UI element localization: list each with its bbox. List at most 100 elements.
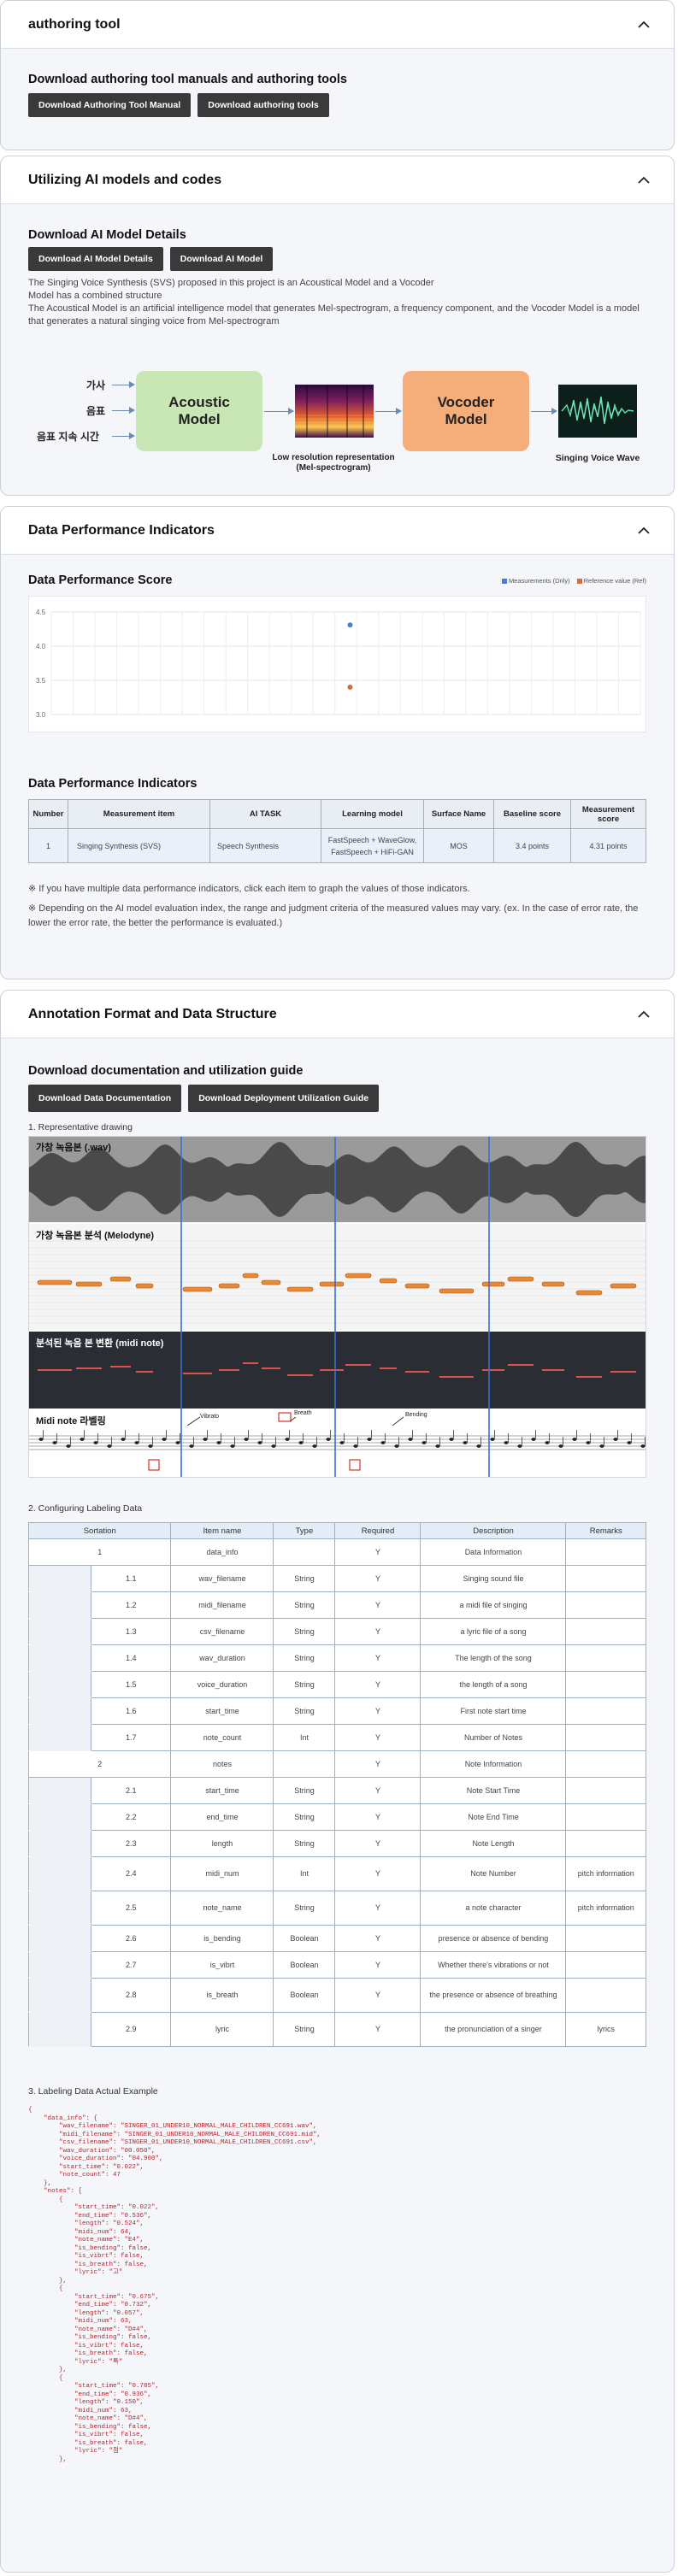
table-cell: Note Number: [420, 1856, 567, 1891]
legend-label: Reference value (Ref): [583, 577, 646, 585]
collapse-chevron-icon[interactable]: [634, 521, 653, 540]
code-line: "length": "0.057",: [28, 2309, 144, 2317]
table-row[interactable]: 1 Singing Synthesis (SVS) Speech Synthes…: [28, 828, 646, 863]
collapse-chevron-icon[interactable]: [634, 1005, 653, 1024]
table-cell: a lyric file of a song: [420, 1618, 567, 1645]
melodyne-note-blob: [75, 1281, 103, 1287]
download-authoring-manual-button[interactable]: Download Authoring Tool Manual: [28, 93, 192, 117]
melodyne-note-blob: [182, 1286, 213, 1292]
code-line: "data_info": {: [28, 2114, 98, 2122]
table-cell: Speech Synthesis: [209, 828, 321, 863]
midi-note-bar: [439, 1376, 474, 1378]
score-note-head: [271, 1444, 276, 1448]
melodyne-note-blob: [261, 1279, 281, 1285]
input-lyrics-label: 가사: [86, 379, 106, 391]
table-cell: [565, 1618, 646, 1645]
score-note-head: [257, 1441, 262, 1444]
midi-note-bar: [482, 1369, 504, 1371]
code-line: "is_vibrt": false,: [28, 2342, 144, 2350]
performance-score-chart: 4.5 4.0 3.5 3.0: [28, 596, 646, 732]
code-line: "note_name": "D#4",: [28, 2415, 148, 2422]
melodyne-note-blob: [481, 1281, 505, 1287]
table-row: 2.7 is_vibrt Boolean Y Whether there's vibra…: [28, 1951, 646, 1979]
table-cell: [565, 1978, 646, 2013]
code-line: "start_time": "0.022",: [28, 2204, 160, 2211]
arrow-line: [264, 411, 288, 412]
legend-swatch: [576, 579, 582, 585]
code-line: "midi_filename": "SINGER_01_UNDER10_NORM…: [28, 2131, 321, 2138]
table-cell: 2.2: [90, 1803, 172, 1831]
code-line: },: [28, 2367, 68, 2373]
midi-note-bar: [262, 1367, 280, 1369]
download-data-documentation-button[interactable]: Download Data Documentation: [28, 1085, 182, 1112]
score-note-head: [422, 1441, 427, 1444]
authoring-tool-header[interactable]: authoring tool: [1, 1, 674, 49]
table-cell: Boolean: [273, 1925, 336, 1952]
collapse-chevron-icon[interactable]: [634, 15, 653, 34]
table-row: 2 notes Y Note Information: [27, 1750, 646, 1778]
table-cell: note_name: [170, 1891, 274, 1926]
table-cell: Y: [334, 2012, 422, 2047]
download-ai-model-details-button[interactable]: Download AI Model Details: [28, 247, 163, 271]
table-cell: [565, 1830, 646, 1857]
indent-cell: [28, 1951, 91, 1979]
performance-header[interactable]: Data Performance Indicators: [1, 507, 674, 555]
indent-cell: [28, 1565, 91, 1592]
score-note-head: [203, 1438, 208, 1441]
table-cell: Y: [334, 1951, 422, 1979]
representative-drawing: 가창 녹음본 (.wav) 가창 녹음본 분석 (Melodyne) 분석된 녹…: [28, 1136, 646, 1478]
melodyne-note-blob: [286, 1286, 314, 1292]
score-note-head: [121, 1438, 126, 1441]
download-ai-model-button[interactable]: Download AI Model: [169, 247, 274, 271]
score-note-head: [189, 1444, 194, 1448]
bending-label: Bending: [405, 1412, 427, 1418]
score-note-head: [285, 1438, 290, 1441]
collapse-chevron-icon[interactable]: [634, 171, 653, 190]
table-cell: String: [273, 1891, 336, 1926]
melodyne-note-blob: [507, 1276, 534, 1282]
arrow-line: [375, 411, 396, 412]
score-note-head: [230, 1444, 235, 1448]
reference-point[interactable]: [347, 685, 353, 690]
table-cell: Y: [334, 1891, 422, 1926]
score-note-head: [640, 1444, 646, 1448]
ai-models-header[interactable]: Utilizing AI models and codes: [1, 156, 674, 204]
measured-point[interactable]: [347, 622, 353, 628]
table-cell: 3.4 points: [493, 828, 571, 863]
column-header: Baseline score: [493, 799, 571, 829]
annotation-header[interactable]: Annotation Format and Data Structure: [1, 991, 674, 1038]
table-cell: Int: [273, 1724, 336, 1751]
table-row: 2.1 start_time String Y Note Start Time: [28, 1777, 646, 1804]
authoring-tool-panel: authoring tool Download authoring tool m…: [0, 0, 675, 150]
midi-note-bar: [219, 1369, 239, 1371]
score-note-head: [339, 1441, 345, 1444]
score-note-head: [312, 1444, 317, 1448]
code-line: "lyric": "점": [28, 2448, 123, 2455]
table-cell: 1.6: [90, 1697, 172, 1725]
drawing-label-labeling: Midi note 라벨링: [36, 1416, 106, 1426]
melodyne-note-blob: [379, 1278, 398, 1284]
column-header: Measurement item: [68, 799, 210, 829]
table-cell: wav_filename: [170, 1565, 274, 1592]
download-deployment-guide-button[interactable]: Download Deployment Utilization Guide: [188, 1085, 380, 1112]
score-note-head: [545, 1441, 550, 1444]
table-cell: Y: [334, 1697, 422, 1725]
table-cell: Note Start Time: [420, 1777, 567, 1804]
score-note-head: [627, 1441, 632, 1444]
score-note-head: [80, 1438, 85, 1441]
table-cell: length: [170, 1830, 274, 1857]
melodyne-note-blob: [610, 1283, 637, 1289]
table-row: 1.6 start_time String Y First note start tim…: [28, 1697, 646, 1725]
code-line: {: [28, 2107, 32, 2114]
table-cell: 2.9: [90, 2012, 172, 2047]
table-cell: [565, 1951, 646, 1979]
column-header: Surface Name: [423, 799, 494, 829]
table-cell: Y: [334, 1724, 422, 1751]
melodyne-note-blob: [135, 1283, 154, 1289]
table-cell: voice_duration: [170, 1671, 274, 1698]
table-row: 2.2 end_time String Y Note End Time: [28, 1803, 646, 1831]
download-authoring-tools-button[interactable]: Download authoring tools: [198, 93, 329, 117]
table-row: 1.4 wav_duration String Y The length of the …: [28, 1644, 646, 1672]
arrow-head-icon: [288, 408, 294, 415]
